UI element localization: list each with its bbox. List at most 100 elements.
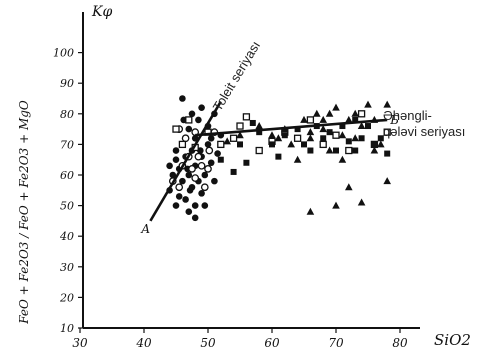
data-point-square-open: [345, 146, 353, 155]
data-point-circle-filled: [207, 159, 215, 167]
data-point-triangle-filled: [351, 109, 359, 117]
data-point-square-filled: [352, 147, 359, 154]
data-point-triangle-filled: [306, 134, 315, 142]
data-point-circle-filled: [195, 116, 202, 124]
data-points: [166, 95, 391, 222]
data-point-circle-filled: [201, 171, 209, 179]
data-point-circle-filled: [179, 177, 186, 185]
data-point-circle-filled: [186, 187, 194, 194]
x-tick-label: 80: [392, 336, 408, 350]
data-point-triangle-filled: [351, 134, 359, 142]
data-point-square-open: [332, 131, 340, 139]
axes: [82, 12, 420, 329]
data-point-triangle-filled: [306, 207, 315, 215]
data-point-square-filled: [371, 141, 378, 148]
data-point-square-filled: [275, 153, 282, 160]
data-point-square-open: [319, 140, 327, 149]
data-point-circle-open: [175, 183, 184, 192]
data-point-square-open: [217, 140, 225, 149]
data-point-circle-filled: [185, 171, 193, 179]
y-tick-label: 70: [60, 138, 74, 151]
data-point-triangle-filled: [255, 122, 263, 130]
data-point-square-filled: [333, 147, 339, 154]
data-point-square-open: [185, 116, 193, 124]
data-point-square-open: [242, 113, 251, 121]
data-point-square-filled: [358, 135, 365, 142]
x-axis-label: SiO2: [434, 331, 471, 349]
data-point-circle-filled: [185, 208, 193, 216]
data-point-triangle-filled: [332, 103, 340, 111]
data-point-circle-filled: [185, 125, 193, 133]
data-point-circle-filled: [172, 202, 180, 209]
data-point-triangle-filled: [383, 100, 391, 108]
data-point-square-filled: [307, 147, 314, 154]
data-point-circle-filled: [172, 156, 180, 163]
data-point-circle-filled: [182, 196, 189, 203]
y-tick-label: 80: [60, 108, 74, 121]
data-point-square-filled: [269, 141, 275, 148]
data-point-circle-filled: [166, 162, 173, 170]
data-point-triangle-filled: [300, 115, 308, 123]
data-point-square-open: [293, 134, 302, 142]
data-point-circle-open: [194, 152, 203, 161]
y-axis-label: FeO + Fe2O3 / FeO + Fe2O3 + MgO: [17, 100, 31, 325]
data-point-triangle-filled: [223, 137, 231, 145]
data-point-square-open: [229, 134, 238, 142]
data-point-square-filled: [256, 129, 263, 136]
data-point-circle-open: [191, 174, 200, 182]
data-point-circle-filled: [191, 202, 199, 209]
data-point-circle-filled: [214, 150, 221, 157]
y-tick-label: 90: [60, 77, 74, 90]
data-point-circle-filled: [198, 190, 205, 197]
data-point-circle-open: [181, 134, 190, 143]
data-point-square-open: [172, 125, 180, 133]
data-point-square-open: [306, 116, 315, 124]
data-point-square-filled: [237, 141, 243, 148]
data-point-triangle-filled: [345, 115, 353, 123]
data-point-circle-filled: [191, 214, 199, 222]
data-point-triangle-filled: [338, 131, 347, 139]
data-point-square-filled: [326, 129, 333, 136]
x-tick-label: 60: [264, 336, 280, 350]
data-point-square-open: [357, 110, 366, 118]
line-end-label: A: [140, 222, 150, 236]
y-tick-label: 60: [60, 169, 74, 182]
data-point-square-filled: [230, 168, 237, 175]
y-tick-label: 10: [60, 322, 74, 335]
data-point-circle-open: [191, 128, 200, 137]
data-point-triangle-filled: [325, 146, 334, 154]
data-point-circle-filled: [207, 134, 215, 142]
data-point-circle-filled: [201, 202, 209, 209]
y-tick-label: 30: [60, 261, 74, 274]
data-point-square-filled: [377, 135, 384, 142]
data-point-circle-filled: [211, 177, 218, 185]
data-point-square-open: [236, 122, 244, 130]
data-point-triangle-filled: [370, 146, 379, 154]
data-point-triangle-filled: [313, 109, 321, 117]
data-point-triangle-filled: [293, 155, 302, 163]
data-point-square-filled: [384, 150, 391, 157]
data-point-square-filled: [320, 135, 327, 142]
data-point-circle-filled: [172, 147, 180, 154]
x-tick-label: 70: [328, 336, 344, 350]
y-tick-label: 100: [53, 47, 74, 60]
data-point-circle-filled: [179, 95, 186, 102]
data-point-circle-open: [200, 183, 209, 192]
data-point-triangle-filled: [357, 122, 366, 130]
y-tick-label: 40: [59, 230, 74, 243]
y-axis-top-label: Kφ: [91, 4, 112, 20]
trend-line: [195, 118, 388, 137]
data-point-triangle-filled: [357, 198, 366, 206]
data-point-circle-filled: [175, 193, 183, 200]
data-point-square-filled: [243, 159, 250, 166]
data-point-triangle-filled: [319, 125, 327, 133]
data-point-square-filled: [365, 123, 371, 130]
trend-line: [149, 100, 222, 222]
data-point-square-filled: [339, 123, 346, 130]
data-point-triangle-filled: [268, 131, 276, 139]
y-tick-label: 50: [60, 200, 74, 213]
data-point-triangle-filled: [377, 140, 385, 148]
data-point-circle-open: [204, 165, 212, 173]
data-point-square-open: [178, 140, 187, 149]
